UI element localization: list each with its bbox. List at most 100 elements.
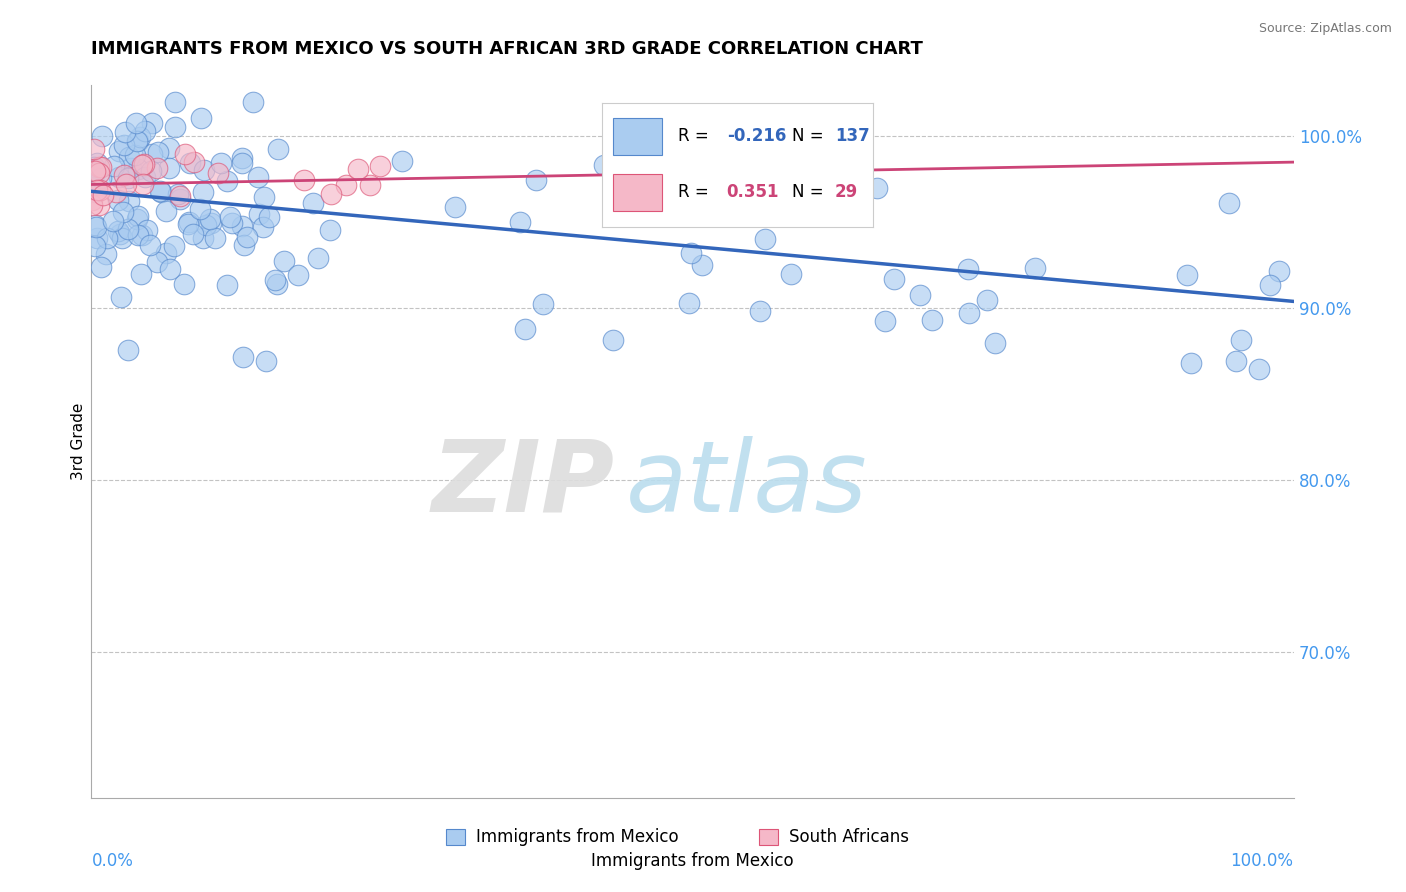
Point xyxy=(359,178,381,192)
Point xyxy=(83,163,105,178)
Point xyxy=(90,170,112,185)
Point xyxy=(105,185,128,199)
Point xyxy=(82,198,104,212)
Point xyxy=(115,178,138,192)
Point xyxy=(513,322,536,336)
Point xyxy=(1218,196,1240,211)
Point xyxy=(125,211,148,226)
Point xyxy=(391,154,413,169)
Point xyxy=(165,95,187,109)
Point xyxy=(112,168,135,182)
Point xyxy=(157,161,180,176)
Point xyxy=(267,143,290,157)
Point xyxy=(681,246,703,260)
Point xyxy=(1180,355,1202,369)
Point xyxy=(592,158,614,172)
Point xyxy=(117,222,139,236)
Point xyxy=(174,146,197,161)
Text: 0.0%: 0.0% xyxy=(91,852,134,870)
Point xyxy=(678,295,700,310)
Point xyxy=(96,247,118,261)
Point xyxy=(145,161,167,175)
Point xyxy=(134,157,156,171)
Point xyxy=(221,216,243,230)
Point xyxy=(204,231,226,245)
Point xyxy=(125,116,148,130)
Point xyxy=(83,161,105,175)
Point xyxy=(236,230,259,244)
Point xyxy=(181,227,204,242)
Point xyxy=(1258,278,1281,293)
Point xyxy=(1249,361,1271,376)
Point xyxy=(129,129,152,144)
Text: Source: ZipAtlas.com: Source: ZipAtlas.com xyxy=(1258,22,1392,35)
Point xyxy=(797,161,820,176)
Point xyxy=(984,336,1007,351)
Point xyxy=(215,173,238,187)
Point xyxy=(83,239,105,253)
Text: South Africans: South Africans xyxy=(789,828,908,846)
Point xyxy=(264,272,287,286)
Point xyxy=(103,159,125,173)
Point xyxy=(110,290,132,304)
Point xyxy=(132,177,155,191)
Point xyxy=(1175,268,1198,282)
Point xyxy=(110,231,132,245)
Point xyxy=(150,186,173,200)
Point xyxy=(89,183,111,197)
Point xyxy=(89,198,111,212)
Point xyxy=(209,156,232,170)
Point xyxy=(131,268,153,282)
Point xyxy=(84,220,107,235)
Point xyxy=(90,260,112,274)
Point xyxy=(193,163,215,178)
Point xyxy=(146,145,169,160)
Point xyxy=(976,293,998,307)
Point xyxy=(159,262,181,277)
Point xyxy=(127,162,149,177)
Point xyxy=(163,239,186,253)
Point xyxy=(524,173,547,187)
Point xyxy=(120,161,142,175)
Point xyxy=(231,156,253,170)
Bar xyxy=(446,829,465,845)
Point xyxy=(273,253,295,268)
Point xyxy=(531,297,554,311)
Point xyxy=(91,187,114,202)
Point xyxy=(83,186,105,200)
Point xyxy=(443,201,465,215)
Point xyxy=(127,134,149,148)
Point xyxy=(231,152,253,166)
Point xyxy=(266,277,288,292)
Point xyxy=(169,192,191,206)
Point xyxy=(1268,264,1291,278)
Point xyxy=(166,186,188,201)
Point xyxy=(114,137,136,152)
Point xyxy=(86,230,108,244)
Point xyxy=(242,95,264,109)
Point xyxy=(127,209,149,223)
Point xyxy=(83,142,105,156)
Point xyxy=(118,150,141,164)
Point xyxy=(193,231,215,245)
Point xyxy=(1230,333,1253,347)
Point xyxy=(183,155,205,169)
Point xyxy=(131,227,153,242)
Point xyxy=(108,169,131,184)
Point xyxy=(233,237,256,252)
Point xyxy=(873,314,896,328)
Point xyxy=(134,124,156,138)
Point xyxy=(368,159,391,173)
Point xyxy=(155,204,177,219)
Point xyxy=(748,304,770,318)
Point xyxy=(87,160,110,174)
Point xyxy=(131,158,153,172)
Point xyxy=(80,193,103,207)
Point xyxy=(292,173,315,187)
Point xyxy=(321,186,343,201)
Point xyxy=(87,166,110,180)
Point xyxy=(780,267,803,281)
Point xyxy=(956,262,979,277)
Point xyxy=(246,170,269,185)
Point xyxy=(621,161,644,176)
